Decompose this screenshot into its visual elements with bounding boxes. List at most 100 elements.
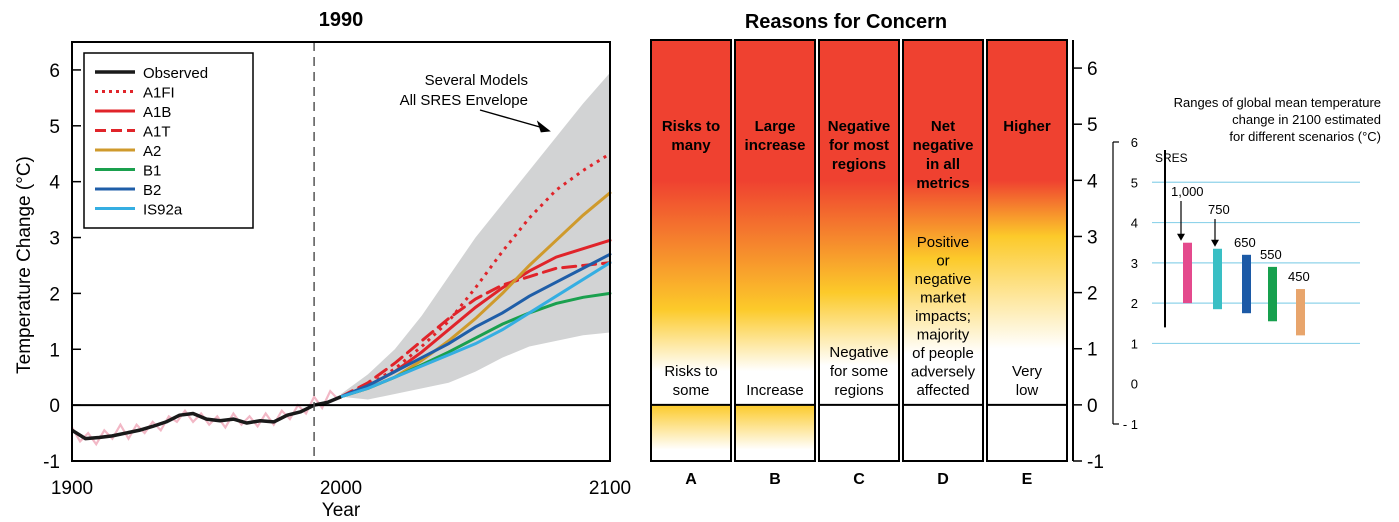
series-line-a1fi <box>340 152 611 399</box>
y-tick-label: 6 <box>49 61 60 82</box>
concern-column-b <box>735 40 815 405</box>
series-line-a1t <box>339 261 612 399</box>
column-letter: B <box>769 471 781 488</box>
y-tick-label: 4 <box>49 173 60 194</box>
legend-label: A1T <box>143 124 171 141</box>
high-risk-label: metrics <box>916 175 969 192</box>
high-risk-label: negative <box>913 137 974 154</box>
low-risk-label: adversely <box>911 363 976 380</box>
concern-column-frame <box>818 39 900 462</box>
y-tick-label: 5 <box>49 117 60 138</box>
high-risk-label: Large <box>755 118 796 135</box>
x-tick-label: 1900 <box>51 478 93 499</box>
column-letter: E <box>1022 471 1033 488</box>
y-tick-label: 2 <box>49 284 60 305</box>
scenario-arrow-head <box>1177 233 1185 241</box>
high-risk-label: regions <box>832 156 886 173</box>
x-tick-label: 2100 <box>589 478 631 499</box>
legend-label: B2 <box>143 182 161 199</box>
range-bar-750 <box>1213 248 1222 310</box>
low-risk-label: Negative <box>829 344 888 361</box>
high-risk-label: Negative <box>828 118 891 135</box>
low-risk-label: Risks to <box>664 363 717 380</box>
annotation-arrow-head <box>536 120 551 133</box>
series-line-b2 <box>339 252 612 399</box>
low-risk-label: affected <box>916 382 969 399</box>
range-bar-550 <box>1268 266 1277 322</box>
right-chart-title-line3: for different scenarios (°C) <box>1229 129 1381 144</box>
low-risk-label: Very <box>1012 363 1043 380</box>
concern-column-frame <box>734 39 816 462</box>
y-tick-label: 2 <box>1087 284 1098 305</box>
column-letter: C <box>853 471 865 488</box>
y-tick-label: -1 <box>1087 452 1104 473</box>
y-tick-label: 1 <box>1087 340 1098 361</box>
low-risk-label: of people <box>912 345 974 362</box>
legend: Observed A1FI A1B A1T A2 B1 B2 IS92a <box>83 52 254 229</box>
temperature-chart: 1990 -1 0 1 2 3 4 5 6 1900 2000 2100 Temperature … <box>14 9 631 521</box>
concern-column-c <box>819 40 899 405</box>
annotation-arrow <box>479 109 551 133</box>
high-risk-label: Risks to <box>662 118 720 135</box>
low-risk-label: for some <box>830 363 888 380</box>
legend-label: A2 <box>143 143 161 160</box>
legend-label: B1 <box>143 163 161 180</box>
sres-envelope <box>341 72 610 400</box>
right-chart-title-line1: Ranges of global mean temperature <box>1174 95 1381 110</box>
y-tick-label: 0 <box>1131 377 1138 392</box>
y-tick-label: 4 <box>1131 216 1138 231</box>
y-tick-label: 0 <box>49 396 60 417</box>
low-risk-label: Positive <box>917 234 970 251</box>
range-bar-650 <box>1242 254 1251 314</box>
concern-column-d <box>903 40 983 405</box>
y-tick-label: 1 <box>49 340 60 361</box>
legend-label: A1B <box>143 104 171 121</box>
x-tick-label: 2000 <box>320 478 362 499</box>
low-risk-label: impacts; <box>915 308 971 325</box>
y-tick-label: 6 <box>1131 135 1138 150</box>
low-risk-label: low <box>1016 382 1039 399</box>
right-chart-title-line2: change in 2100 estimated <box>1232 112 1381 127</box>
annotation-arrow-shaft <box>479 109 546 130</box>
high-risk-label: Higher <box>1003 118 1051 135</box>
x-axis-label: Year <box>322 500 361 521</box>
y-tick-label: 5 <box>1087 115 1098 136</box>
concern-column-frame <box>986 39 1068 462</box>
concern-column-base <box>735 404 815 461</box>
concern-column-frame <box>902 39 984 462</box>
y-axis-label: Temperature Change (°C) <box>14 156 35 374</box>
left-chart-title: 1990 <box>319 9 364 31</box>
scenario-ranges-chart: Ranges of global mean temperature change… <box>1112 95 1381 432</box>
y-tick-label: 0 <box>1087 396 1098 417</box>
concern-column-a <box>651 40 731 405</box>
y-tick-label: 6 <box>1087 59 1098 80</box>
y-tick-label: 5 <box>1131 175 1138 190</box>
observed-line <box>71 395 342 441</box>
column-letter: A <box>685 471 697 488</box>
scenario-label: 550 <box>1260 247 1282 262</box>
high-risk-label: Net <box>931 118 955 135</box>
concern-column-frame <box>650 39 732 462</box>
legend-box <box>83 52 254 229</box>
middle-chart-title: Reasons for Concern <box>745 11 947 33</box>
scenario-arrow-head <box>1211 239 1219 247</box>
y-tick-label: 1 <box>1131 336 1138 351</box>
scenario-label: 650 <box>1234 235 1256 250</box>
low-risk-label: majority <box>917 326 970 343</box>
y-tick-label: - 1 <box>1123 417 1138 432</box>
low-risk-label: or <box>936 252 949 269</box>
scenario-label: 450 <box>1288 269 1310 284</box>
concern-column-base <box>651 404 731 461</box>
legend-label: IS92a <box>143 202 183 219</box>
low-risk-label: regions <box>834 382 883 399</box>
high-risk-label: many <box>671 137 711 154</box>
scenario-label: 750 <box>1208 202 1230 217</box>
low-risk-label: some <box>673 382 710 399</box>
range-bar-450 <box>1296 289 1305 336</box>
reasons-for-concern-chart: Reasons for Concern Risks to many Risks to… <box>650 11 1104 488</box>
y-tick-label: 2 <box>1131 296 1138 311</box>
y-tick-label: 3 <box>49 229 60 250</box>
y-tick-label: 3 <box>1131 256 1138 271</box>
low-risk-label: Increase <box>746 382 804 399</box>
